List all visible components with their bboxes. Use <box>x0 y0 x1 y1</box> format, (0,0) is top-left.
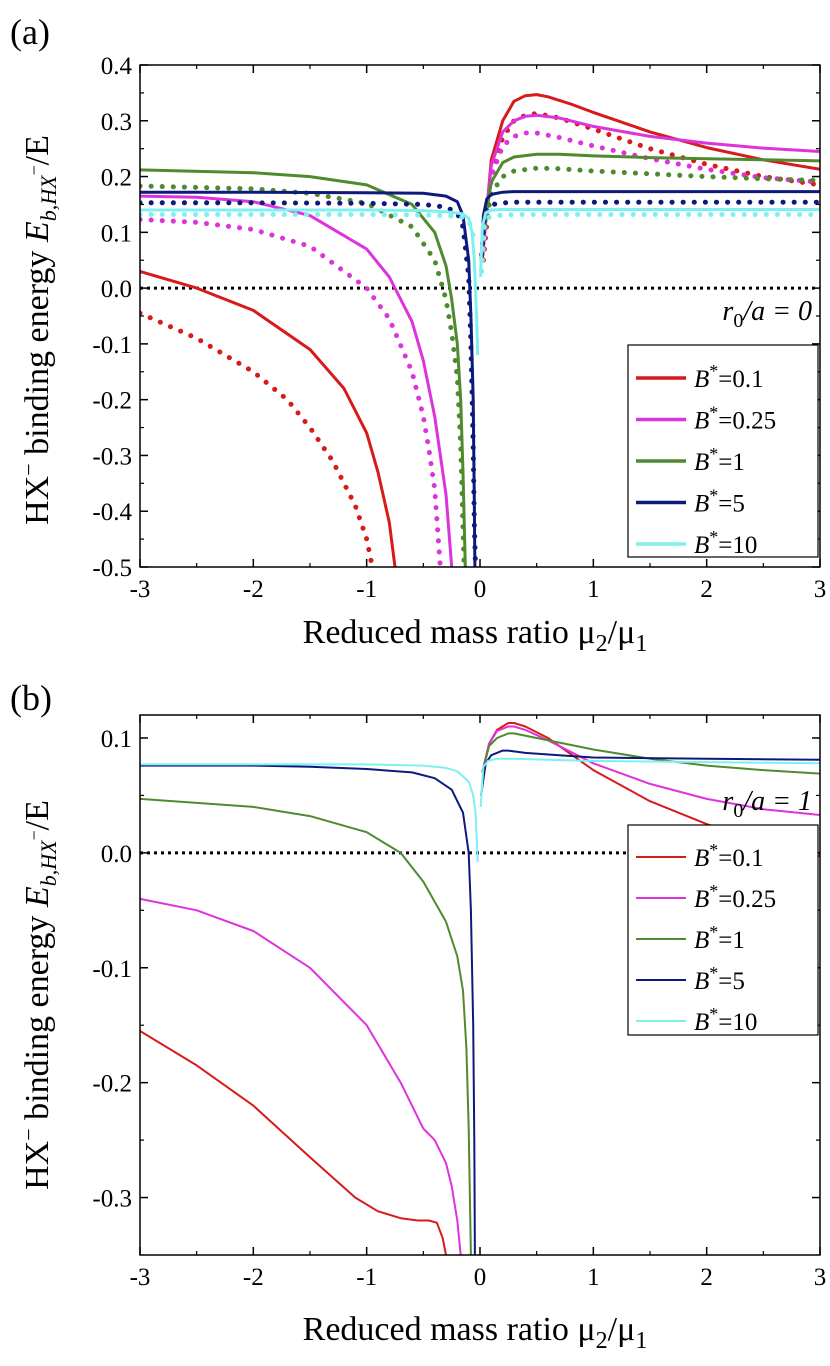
panel-a-series-b025-dotted-6 <box>140 217 443 567</box>
panel-a-x-axis-title: Reduced mass ratio μ2/μ1 <box>303 614 648 657</box>
panel-b-x-tick-label: -1 <box>356 1264 377 1291</box>
panel-a-legend-label-b10: B*=10 <box>694 527 757 559</box>
panel-b-x-tick-label: 1 <box>587 1264 600 1291</box>
panel-a-series-b01-solid-0 <box>140 269 397 567</box>
panel-a-legend-box <box>627 344 819 558</box>
panel-b-series-b01-solid-1 <box>481 722 820 858</box>
panel-a-series-b1-solid-8 <box>140 168 467 567</box>
panel-a-series-b1-dotted-11 <box>480 165 820 241</box>
panel-b-series-b10-solid-9 <box>479 757 820 807</box>
panel-b-y-tick-label: 0.1 <box>101 726 132 753</box>
panel-b-series-b10-solid-8 <box>140 763 479 863</box>
panel-b-series-b025-solid-2 <box>140 897 462 1255</box>
panel-a-series-b1-solid-9 <box>481 152 820 233</box>
panel-a-x-tick-label: -1 <box>356 576 377 603</box>
panel-a-y-tick-label: 0.4 <box>101 53 133 80</box>
panel-a-series-b025-dotted-7 <box>480 130 820 252</box>
panel-a-x-tick-label: 1 <box>587 576 600 603</box>
panel-b-legend-label-b1: B*=1 <box>694 922 745 954</box>
panel-a-series-b5-solid-12 <box>140 190 477 567</box>
panel-a-series-b10-dotted-19 <box>479 212 820 274</box>
panel-a-label: (a) <box>10 12 50 52</box>
panel-b-x-tick-label: 3 <box>814 1264 827 1291</box>
panel-a-legend: B*=0.1 B*=0.25 B*=1 B*=5 B*=10 <box>627 344 819 559</box>
panel-a-y-tick-label: 0.0 <box>101 276 132 303</box>
panel-b-series-b1-solid-5 <box>481 732 820 775</box>
panel-a-series-b01-dotted-2 <box>140 310 375 567</box>
panel-b-series-b5-solid-6 <box>140 764 476 1255</box>
panel-b-series-b025-solid-3 <box>481 725 820 816</box>
panel-b-legend-label-b5: B*=5 <box>694 963 745 995</box>
panel-a-series-b5-solid-13 <box>479 190 820 261</box>
panel-a-y-axis-title: HX− binding energy Eb,HX−/E <box>16 135 61 525</box>
panel-a-plot-area <box>140 93 820 567</box>
panel-a-x-tick-label: -2 <box>243 576 264 603</box>
panel-a-y-tick-label: -0.4 <box>92 499 132 526</box>
panel-a-series-b10-solid-16 <box>140 208 480 356</box>
panel-b-y-tick-label: -0.2 <box>92 1071 132 1098</box>
panel-a-series-b01-dotted-3 <box>480 111 820 263</box>
panel-b-y-tick-label: 0.0 <box>101 841 132 868</box>
panel-a-y-tick-label: -0.2 <box>92 388 132 415</box>
panel-b-x-tick-label: -3 <box>130 1264 151 1291</box>
panel-b-y-tick-label: -0.1 <box>92 956 132 983</box>
panel-a-series-b01-solid-1 <box>480 93 820 261</box>
panel-a-axes: -3 -2 -1 0 1 2 3 -0.5 -0.4 -0.3 -0.2 -0.1 0.0 0.1 0.2 0… <box>92 53 826 603</box>
panel-a-series-b10-solid-17 <box>479 208 820 278</box>
panel-b-legend-label-b01: B*=0.1 <box>694 840 764 872</box>
panel-b-series-b01-solid-0 <box>140 1030 447 1255</box>
panel-a-series-b5-dotted-14 <box>140 200 478 567</box>
panel-b-legend-box <box>627 824 819 1036</box>
panel-b-x-tick-label: -2 <box>243 1264 264 1291</box>
panel-b-x-axis-title: Reduced mass ratio μ2/μ1 <box>303 1311 648 1354</box>
panel-b-y-tick-label: -0.3 <box>92 1186 132 1213</box>
panel-b-plot-area <box>140 722 820 1255</box>
panel-a-chart: -3 -2 -1 0 1 2 3 -0.5 -0.4 -0.3 -0.2 -0.1 0.0 0.1 0.2 0… <box>92 53 826 603</box>
panel-a-y-tick-label: -0.5 <box>92 555 132 582</box>
panel-a-x-tick-label: 3 <box>814 576 827 603</box>
panel-b-label: (b) <box>10 678 52 718</box>
panel-a-series-b025-solid-5 <box>480 113 820 255</box>
panel-b-legend-label-b10: B*=10 <box>694 1004 757 1036</box>
panel-b-annotation: r0/a = 1 <box>722 786 812 822</box>
panel-a-legend-label-b025: B*=0.25 <box>694 403 776 435</box>
panel-a-x-tick-label: 0 <box>474 576 487 603</box>
panel-a-y-tick-label: 0.2 <box>101 165 132 192</box>
panel-b-series-b5-solid-7 <box>480 749 820 796</box>
panel-a-x-tick-label: -3 <box>130 576 151 603</box>
panel-a-y-tick-label: -0.1 <box>92 332 132 359</box>
panel-a-y-tick-label: 0.3 <box>101 109 132 136</box>
panel-b-axes: -3 -2 -1 0 1 2 3 -0.3 -0.2 -0.1 0.0 0.1 <box>92 714 827 1291</box>
panel-a-series-b025-solid-4 <box>140 194 454 567</box>
panel-b-legend: B*=0.1 B*=0.25 B*=1 B*=5 B*=10 <box>627 824 819 1036</box>
panel-b-series-b1-solid-4 <box>140 797 472 1255</box>
panel-a-y-tick-label: -0.3 <box>92 443 132 470</box>
panel-a-x-tick-label: 2 <box>700 576 713 603</box>
panel-a-legend-label-b5: B*=5 <box>694 486 745 518</box>
panel-b-x-tick-label: 0 <box>474 1264 487 1291</box>
panel-a-annotation: r0/a = 0 <box>722 296 812 332</box>
panel-a-y-tick-label: 0.1 <box>101 220 132 247</box>
panel-b-x-tick-label: 2 <box>700 1264 713 1291</box>
panel-b-y-axis-title: HX− binding energy Eb,HX−/E <box>16 800 61 1190</box>
panel-b-chart: -3 -2 -1 0 1 2 3-0.3-0.2-0.10.00.1 B*=0.1B*=0.… <box>92 714 827 1291</box>
panel-a-legend-label-b01: B*=0.1 <box>694 361 764 393</box>
panel-b-legend-label-b025: B*=0.25 <box>694 881 776 913</box>
panel-a-legend-label-b1: B*=1 <box>694 444 745 476</box>
